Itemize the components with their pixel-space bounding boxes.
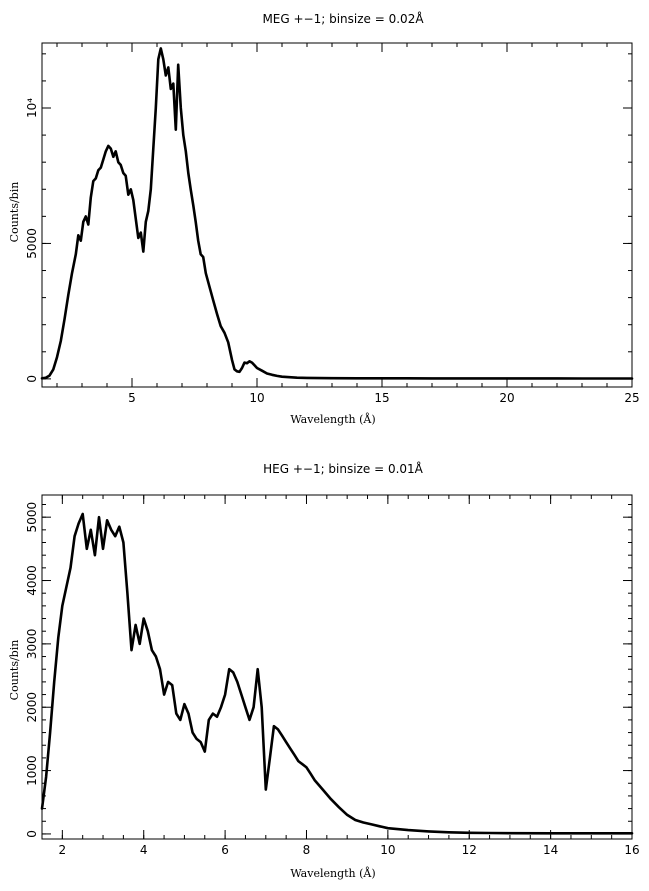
heg-y-tick-labels: 0 1000 2000 3000 4000 5000 [25,502,39,838]
meg-x-tick-label: 5 [128,391,136,405]
meg-x-tick-label: 15 [374,391,389,405]
heg-y-tick-label: 4000 [25,565,39,596]
heg-x-tick-labels: 2 4 6 8 10 12 14 16 [59,843,640,857]
heg-y-axis-label: Counts/bin [8,640,21,701]
heg-y-tick-label: 2000 [25,692,39,723]
meg-x-tick-label: 20 [499,391,514,405]
heg-panel: HEG +−1; binsize = 0.01Å 2 4 6 8 10 12 14 16 0 1… [8,461,640,880]
meg-y-tick-label: 10⁴ [25,98,39,118]
heg-x-tick-label: 10 [380,843,395,857]
heg-y-tick-label: 0 [25,830,39,838]
heg-x-tick-label: 6 [221,843,229,857]
meg-y-tick-labels: 0 5000 10⁴ [25,98,39,383]
heg-x-tick-label: 4 [140,843,148,857]
meg-x-tick-label: 10 [249,391,264,405]
meg-x-tick-labels: 5 10 15 20 25 [128,391,639,405]
meg-x-tick-label: 25 [624,391,639,405]
heg-y-tick-label: 3000 [25,629,39,660]
heg-x-tick-label: 12 [462,843,477,857]
meg-plot-frame [41,42,633,388]
meg-y-tick-label: 5000 [25,228,39,259]
heg-y-tick-label: 5000 [25,502,39,533]
meg-title: MEG +−1; binsize = 0.02Å [262,11,424,26]
meg-spectrum-line [40,47,634,380]
heg-ticks [41,495,633,839]
heg-x-tick-label: 2 [59,843,67,857]
heg-title: HEG +−1; binsize = 0.01Å [263,461,424,476]
meg-ticks [42,43,633,387]
meg-x-axis-label: Wavelength (Å) [290,412,375,426]
heg-plot-frame [41,494,633,840]
meg-y-axis-label: Counts/bin [8,182,21,243]
heg-x-tick-label: 14 [543,843,558,857]
meg-y-tick-label: 0 [25,375,39,383]
heg-x-tick-label: 16 [624,843,639,857]
heg-x-axis-label: Wavelength (Å) [290,866,375,880]
heg-x-tick-label: 8 [303,843,311,857]
heg-y-tick-label: 1000 [25,755,39,786]
heg-spectrum-line [40,512,634,835]
meg-panel: MEG +−1; binsize = 0.02Å 5 10 15 20 25 0 5000… [8,11,640,426]
